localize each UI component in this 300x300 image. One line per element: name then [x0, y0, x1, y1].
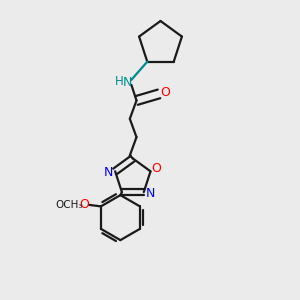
Text: O: O — [160, 86, 170, 100]
Text: O: O — [80, 198, 89, 212]
Text: OCH₃: OCH₃ — [56, 200, 83, 210]
Text: N: N — [104, 166, 113, 179]
Text: O: O — [152, 162, 161, 176]
Text: N: N — [146, 187, 155, 200]
Text: H: H — [115, 75, 124, 88]
Text: N: N — [123, 76, 132, 89]
